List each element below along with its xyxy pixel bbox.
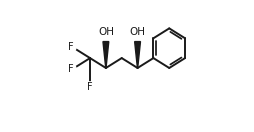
- Text: OH: OH: [130, 27, 146, 37]
- Polygon shape: [103, 42, 109, 68]
- Circle shape: [66, 42, 76, 52]
- Text: F: F: [68, 64, 74, 74]
- Bar: [129, 29, 146, 36]
- Circle shape: [66, 64, 76, 75]
- Bar: [97, 29, 115, 36]
- Polygon shape: [135, 42, 140, 68]
- Text: F: F: [68, 42, 74, 52]
- Text: OH: OH: [98, 27, 114, 37]
- Circle shape: [85, 82, 95, 92]
- Text: F: F: [87, 82, 93, 92]
